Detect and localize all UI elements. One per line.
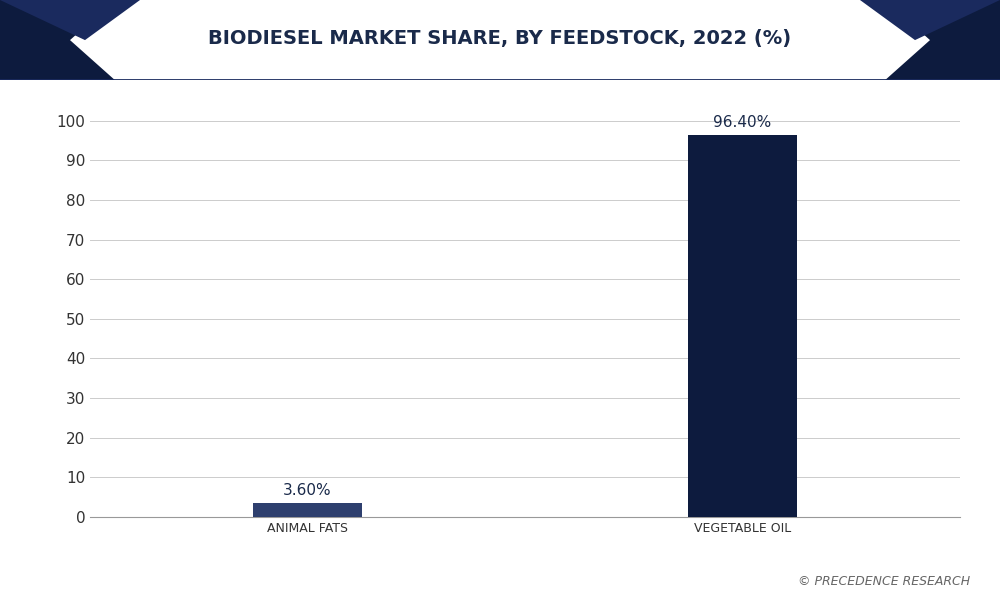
Bar [688, 135, 797, 517]
Polygon shape [885, 0, 1000, 80]
Text: 96.40%: 96.40% [713, 115, 772, 130]
Polygon shape [0, 0, 140, 40]
Text: 3.60%: 3.60% [283, 483, 332, 498]
Text: BIODIESEL MARKET SHARE, BY FEEDSTOCK, 2022 (%): BIODIESEL MARKET SHARE, BY FEEDSTOCK, 20… [208, 29, 792, 48]
Polygon shape [860, 0, 1000, 40]
Polygon shape [0, 0, 115, 80]
Bar [253, 503, 362, 517]
Text: © PRECEDENCE RESEARCH: © PRECEDENCE RESEARCH [798, 575, 970, 588]
